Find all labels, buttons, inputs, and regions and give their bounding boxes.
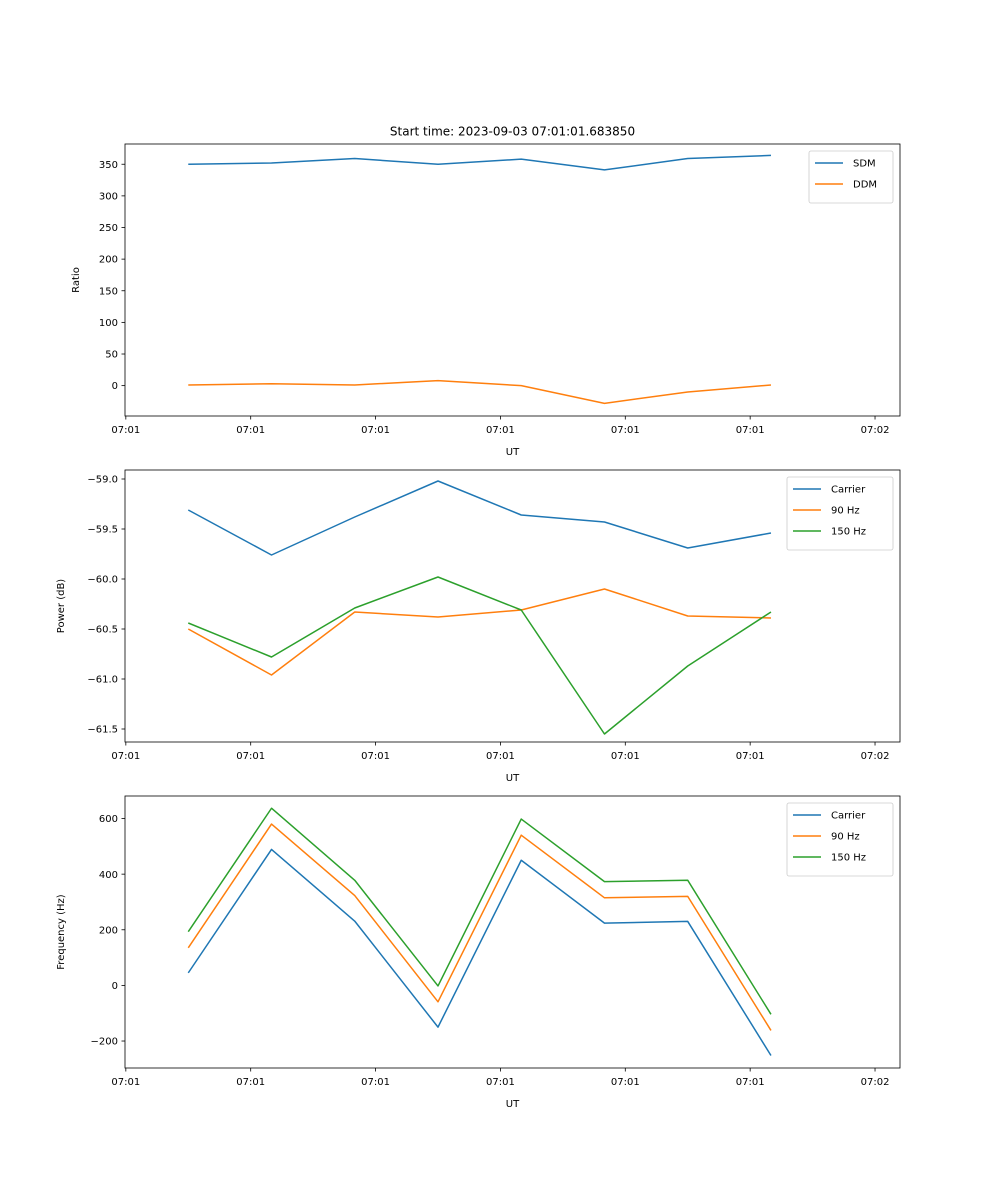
x-tick-label: 07:01 [736, 751, 765, 762]
y-tick-label: −200 [91, 1037, 118, 1048]
y-tick-label: −61.5 [87, 725, 118, 736]
y-tick-label: 300 [99, 191, 118, 202]
axes-frame [124, 795, 901, 1069]
panel-2: 07:01 07:01 07:01 07:01 07:01 07:01 07:02 −61.5… [56, 469, 901, 784]
panel-3: 07:01 07:01 07:01 07:01 07:01 07:01 07:02 −200 0… [56, 795, 901, 1110]
x-tick-label: 07:01 [111, 751, 140, 762]
y-tick-label: −60.0 [87, 575, 118, 586]
y-axis-label: Ratio [71, 267, 82, 293]
legend-label-90-hz: 90 Hz [831, 832, 860, 843]
y-tick-label: −61.0 [87, 675, 118, 686]
x-tick-label: 07:02 [861, 1077, 890, 1088]
legend-label-carrier: Carrier [831, 485, 866, 496]
legend-label-carrier: Carrier [831, 811, 866, 822]
x-tick-label: 07:01 [486, 425, 515, 436]
axes-frame [124, 469, 901, 743]
legend-label-150-hz: 150 Hz [831, 527, 866, 538]
x-tick-label: 07:01 [111, 425, 140, 436]
legend: Carrier 90 Hz 150 Hz [786, 476, 894, 551]
y-axis-label: Power (dB) [56, 579, 67, 634]
x-tick-label: 07:02 [861, 425, 890, 436]
series-line-ddm [188, 379, 772, 405]
y-tick-label: 200 [99, 925, 118, 936]
y-tick-label: 150 [99, 286, 118, 297]
y-axis-label: Frequency (Hz) [56, 894, 67, 970]
y-tick-label: 50 [105, 350, 118, 361]
x-axis-label: UT [506, 773, 520, 784]
legend: SDM DDM [808, 150, 894, 204]
series-line-sdm [188, 154, 771, 171]
chart-title: Start time: 2023-09-03 07:01:01.683850 [390, 125, 635, 139]
y-tick-label: −59.0 [87, 475, 118, 486]
y-tick-label: 250 [99, 223, 118, 234]
legend-label-90-hz: 90 Hz [831, 506, 860, 517]
x-tick-label: 07:01 [361, 1077, 390, 1088]
series-line-90-hz [187, 823, 772, 1031]
x-tick-label: 07:01 [486, 1077, 515, 1088]
x-tick-label: 07:01 [361, 751, 390, 762]
x-axis-label: UT [506, 447, 520, 458]
x-axis-label: UT [506, 1099, 520, 1110]
x-tick-label: 07:01 [486, 751, 515, 762]
x-tick-label: 07:01 [611, 751, 640, 762]
panel-1: 07:01 07:01 07:01 07:01 07:01 07:01 07:02 0 50 10… [71, 143, 901, 458]
y-tick-label: −60.5 [87, 625, 118, 636]
series-line-carrier [187, 480, 772, 556]
axes-frame [124, 143, 901, 417]
y-tick-label: 0 [112, 381, 118, 392]
y-tick-label: 600 [99, 814, 118, 825]
y-tick-label: 0 [112, 981, 118, 992]
series-line-150-hz [187, 576, 772, 735]
y-tick-label: 200 [99, 255, 118, 266]
legend-box [808, 150, 894, 204]
x-tick-label: 07:01 [236, 751, 265, 762]
x-tick-label: 07:01 [611, 425, 640, 436]
x-tick-label: 07:01 [611, 1077, 640, 1088]
series-line-carrier [187, 848, 772, 1056]
x-tick-label: 07:01 [736, 425, 765, 436]
x-tick-label: 07:01 [736, 1077, 765, 1088]
legend-label-ddm: DDM [853, 180, 877, 191]
series-line-150-hz [187, 807, 772, 1015]
x-tick-label: 07:01 [361, 425, 390, 436]
y-tick-label: 400 [99, 870, 118, 881]
legend-label-150-hz: 150 Hz [831, 853, 866, 864]
series-line-90-hz [187, 588, 771, 676]
y-tick-label: 100 [99, 318, 118, 329]
x-tick-label: 07:02 [861, 751, 890, 762]
x-tick-label: 07:01 [236, 425, 265, 436]
x-tick-label: 07:01 [236, 1077, 265, 1088]
legend: Carrier 90 Hz 150 Hz [786, 802, 894, 877]
y-tick-label: −59.5 [87, 525, 118, 536]
x-tick-label: 07:01 [111, 1077, 140, 1088]
legend-label-sdm: SDM [853, 159, 876, 170]
panels: 07:01 07:01 07:01 07:01 07:01 07:01 07:02 0 50 10… [56, 143, 901, 1110]
y-tick-label: 350 [99, 160, 118, 171]
